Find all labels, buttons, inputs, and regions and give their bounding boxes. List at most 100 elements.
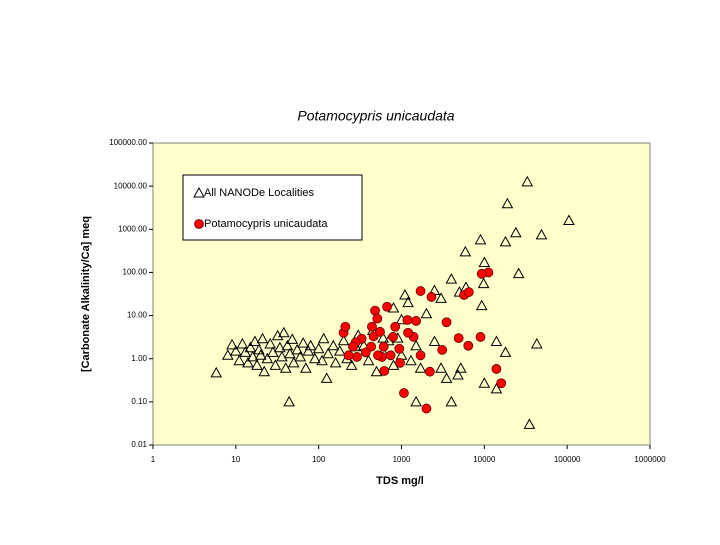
point [316,354,328,366]
point [246,350,259,362]
point [399,388,409,398]
point [269,359,282,370]
y-tick-label: 100000.00 [109,138,147,147]
point [309,352,321,364]
point [435,292,447,303]
point [405,354,417,366]
y-axis-label: [Carbonate Alkalinity/Ca] meq [80,216,92,372]
point [242,356,254,368]
point [304,339,317,351]
y-tick-label: 10000.00 [114,181,148,190]
point [424,366,435,377]
point [411,316,421,326]
point [512,267,525,279]
point [394,343,405,354]
point [345,359,358,370]
point [256,332,269,344]
point [236,337,249,349]
point [463,287,474,297]
point [437,345,448,355]
point [445,273,458,284]
point [226,338,238,350]
point [254,349,267,360]
point [390,321,401,332]
point [264,337,277,349]
point [244,341,257,353]
point [370,305,380,316]
y-tick-label: 1000.00 [118,224,147,233]
point [490,382,503,394]
point [421,403,432,414]
point [420,307,433,319]
point [283,395,295,407]
point [372,313,383,324]
point [402,315,413,325]
point [476,268,487,279]
point [415,286,426,296]
y-tick-label: 100.00 [123,268,148,277]
point [348,341,358,352]
x-tick-label: 1000 [393,455,411,464]
point [474,233,487,245]
point [340,321,351,332]
x-tick-label: 100 [312,455,326,464]
point [454,362,467,373]
point [286,333,299,344]
point [478,377,491,388]
point [478,256,491,267]
point [210,366,223,378]
point [395,357,405,368]
point [294,350,307,362]
point [302,345,315,356]
point [410,339,422,351]
point [370,365,383,377]
point [453,333,464,344]
point [490,335,503,347]
point [379,366,390,376]
point [297,337,310,348]
point [322,347,334,359]
point [499,235,512,247]
point [221,349,234,360]
point [276,350,288,362]
point [251,359,263,370]
x-axis-label: TDS mg/l [376,475,424,487]
legend-label: Potamocypris unicaudata [204,218,328,230]
point [440,372,453,383]
point [521,175,534,187]
point [382,301,392,312]
point [563,214,575,225]
point [261,352,274,364]
point [452,368,464,380]
x-tick-label: 1 [151,455,156,464]
point [327,339,340,351]
point [523,418,536,429]
point [378,341,389,352]
legend-box [182,174,363,241]
point [373,350,383,361]
point [287,356,300,368]
point [499,346,512,357]
point [445,395,458,407]
point [278,326,290,338]
point [320,372,333,383]
point [501,197,514,209]
point [343,350,354,361]
legend-marker [194,219,204,229]
point [415,350,426,361]
point [385,350,396,361]
point [475,299,488,311]
point [428,335,441,347]
y-tick-label: 10.00 [127,311,148,320]
point [279,362,292,373]
point [435,362,447,373]
x-tick-label: 10000 [473,455,496,464]
legend-label: All NANODe Localities [204,187,315,199]
point [414,362,427,373]
point [491,364,502,374]
point [459,245,472,257]
point [475,332,486,342]
point [496,378,507,389]
point [333,345,346,356]
